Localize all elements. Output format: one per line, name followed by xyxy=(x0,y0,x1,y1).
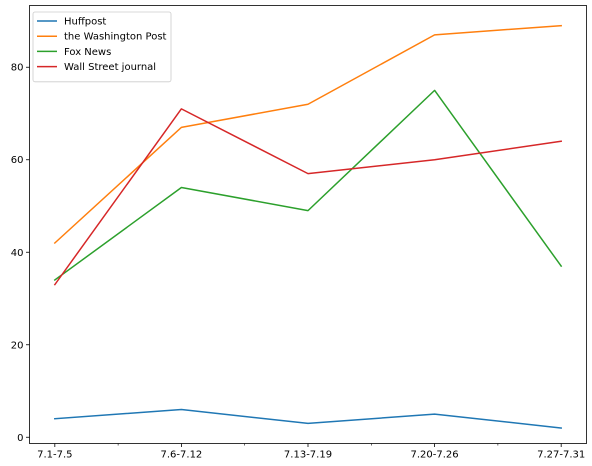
y-tick-label: 80 xyxy=(11,63,24,74)
legend-label-2: Fox News xyxy=(64,47,111,58)
y-tick-label: 0 xyxy=(17,433,23,444)
legend-label-3: Wall Street journal xyxy=(64,62,156,73)
legend: Huffpost the Washington Post Fox News Wall … xyxy=(32,11,172,83)
legend-label-0: Huffpost xyxy=(64,17,106,28)
series-layer xyxy=(53,24,563,429)
axis-layer: 7.1-7.5 7.6-7.12 7.13-7.19 7.20-7.26 7.27-7.… xyxy=(11,63,585,461)
x-tick-label: 7.6-7.12 xyxy=(161,450,203,461)
series-line-0 xyxy=(54,408,563,429)
series-line-1 xyxy=(53,24,562,245)
x-tick-label: 7.1-7.5 xyxy=(37,450,72,461)
legend-box xyxy=(32,11,172,83)
y-tick-label: 60 xyxy=(11,155,24,166)
legend-label-1: the Washington Post xyxy=(64,32,167,43)
series-line-3 xyxy=(53,108,563,286)
y-tick-label: 20 xyxy=(11,340,24,351)
x-tick-label: 7.13-7.19 xyxy=(284,450,332,461)
series-line-2 xyxy=(53,89,563,282)
x-tick-label: 7.20-7.26 xyxy=(411,450,459,461)
x-tick-label: 7.27-7.31 xyxy=(537,450,585,461)
y-tick-label: 40 xyxy=(11,248,24,259)
